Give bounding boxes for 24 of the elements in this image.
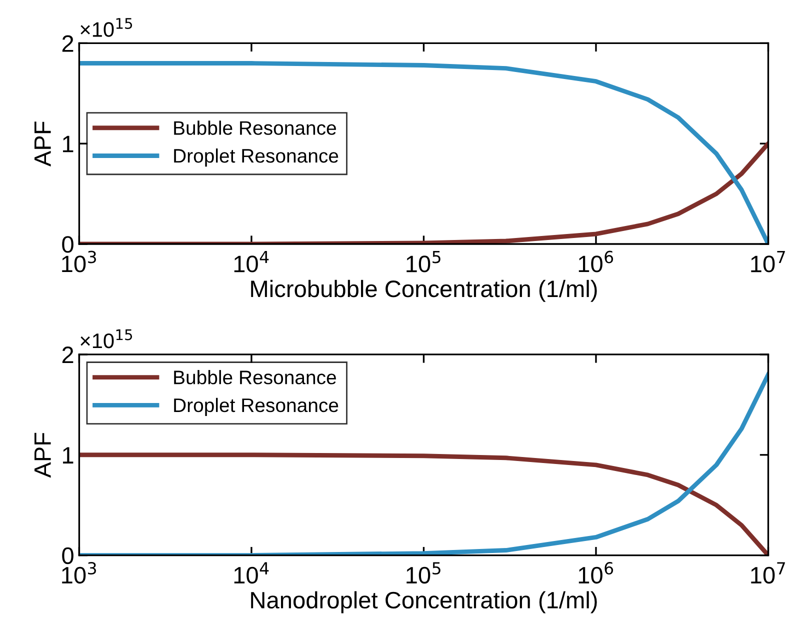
y-tick-label: 1 bbox=[63, 136, 74, 152]
legend-label: Droplet Resonance bbox=[174, 398, 338, 416]
x-tick-label: 10$^{4}$ bbox=[234, 562, 269, 584]
x-tick-label: 10$^{6}$ bbox=[578, 250, 614, 272]
x-tick-label: 10$^{7}$ bbox=[751, 250, 785, 272]
x-axis-title: Nanodroplet Concentration (1/ml) bbox=[251, 591, 597, 614]
y-tick-label: 1 bbox=[63, 447, 74, 464]
y-tick-label: 2 bbox=[62, 346, 74, 364]
y-axis-title: APF bbox=[34, 432, 51, 478]
x-axis-title: Microbubble Concentration (1/ml) bbox=[251, 280, 597, 302]
x-tick-label: 10$^{5}$ bbox=[406, 562, 440, 584]
x-tick-label: 10$^{7}$ bbox=[751, 562, 785, 584]
y-tick-label: 0 bbox=[62, 547, 74, 564]
legend-label: Bubble Resonance bbox=[174, 120, 336, 135]
legend-label: Bubble Resonance bbox=[174, 370, 336, 384]
x-tick-label: 10$^{5}$ bbox=[406, 250, 440, 272]
x-tick-label: 10$^{4}$ bbox=[234, 250, 269, 272]
y-tick-label: 0 bbox=[62, 236, 74, 253]
text: ×10$^{15}$ bbox=[80, 18, 132, 37]
x-tick-label: 10$^{6}$ bbox=[578, 562, 614, 584]
y-tick-label: 2 bbox=[62, 35, 74, 52]
y-axis-title: APF bbox=[34, 122, 51, 167]
legend-label: Droplet Resonance bbox=[174, 148, 338, 167]
text: ×10$^{15}$ bbox=[80, 329, 132, 348]
